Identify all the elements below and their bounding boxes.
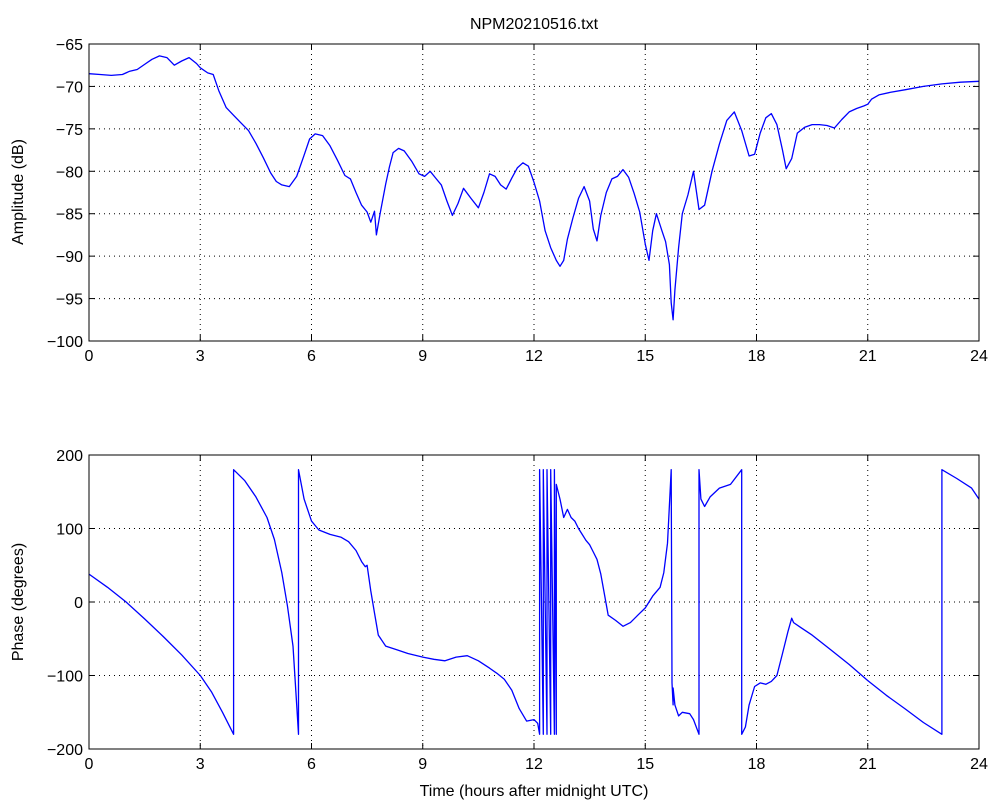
amplitude-y-axis-label: Amplitude (dB) <box>10 139 27 245</box>
amplitude-plot: 0 3 6 9 12 15 18 21 24−65−70−75−80−85−90−95−100 … <box>10 16 988 365</box>
amplitude-y-tick-label: −70 <box>56 79 83 96</box>
phase-x-tick-label: 6 <box>307 756 316 773</box>
amplitude-x-tick-label: 9 <box>418 348 427 365</box>
amplitude-y-tick-label: −85 <box>56 207 83 224</box>
phase-x-tick-label: 9 <box>418 756 427 773</box>
phase-x-tick-label: 3 <box>196 756 205 773</box>
phase-x-axis-label: Time (hours after midnight UTC) <box>420 783 649 800</box>
phase-x-tick-label: 15 <box>636 756 654 773</box>
amplitude-y-tick-label: −75 <box>56 122 83 139</box>
amplitude-y-tick-label: −100 <box>47 334 83 351</box>
phase-y-axis-label: Phase (degrees) <box>10 543 27 661</box>
amplitude-y-tick-label: −65 <box>56 37 83 54</box>
chart-title: NPM20210516.txt <box>470 16 599 33</box>
amplitude-x-tick-label: 24 <box>970 348 988 365</box>
phase-y-tick-label: −100 <box>47 669 83 686</box>
amplitude-y-tick-label: −80 <box>56 164 83 181</box>
amplitude-ticks: 0 3 6 9 12 15 18 21 24 −65 −70 −75 −80 −85 −90 −95 −100 <box>47 37 988 365</box>
phase-series-line <box>88 469 980 735</box>
amplitude-grid <box>89 44 979 341</box>
amplitude-y-tick-label: −90 <box>56 249 83 266</box>
phase-x-tick-label: 24 <box>970 756 988 773</box>
phase-y-tick-label: −200 <box>47 742 83 759</box>
amplitude-x-tick-label: 0 <box>85 348 94 365</box>
amplitude-x-tick-label: 18 <box>748 348 766 365</box>
amplitude-x-tick-label: 6 <box>307 348 316 365</box>
phase-grid <box>89 455 979 749</box>
amplitude-series-line <box>88 55 980 321</box>
phase-x-tick-label: 12 <box>525 756 543 773</box>
phase-plot: 0 3 6 9 12 15 18 21 24 200 100 0 −100 −200 Time (hour… <box>10 448 988 800</box>
phase-y-tick-label: 200 <box>56 448 83 465</box>
amplitude-trace-group <box>88 55 980 321</box>
phase-y-tick-label: 100 <box>56 522 83 539</box>
phase-x-tick-label: 0 <box>85 756 94 773</box>
amplitude-x-tick-label: 12 <box>525 348 543 365</box>
phase-y-tick-label: 0 <box>74 595 83 612</box>
amplitude-y-tick-label: −95 <box>56 292 83 309</box>
phase-ticks: 0 3 6 9 12 15 18 21 24 200 100 0 −100 −200 <box>47 448 988 773</box>
phase-trace-group <box>88 469 980 735</box>
amplitude-x-tick-label: 15 <box>636 348 654 365</box>
phase-x-tick-label: 18 <box>748 756 766 773</box>
amplitude-x-tick-label: 21 <box>859 348 877 365</box>
phase-x-tick-label: 21 <box>859 756 877 773</box>
amplitude-x-tick-label: 3 <box>196 348 205 365</box>
